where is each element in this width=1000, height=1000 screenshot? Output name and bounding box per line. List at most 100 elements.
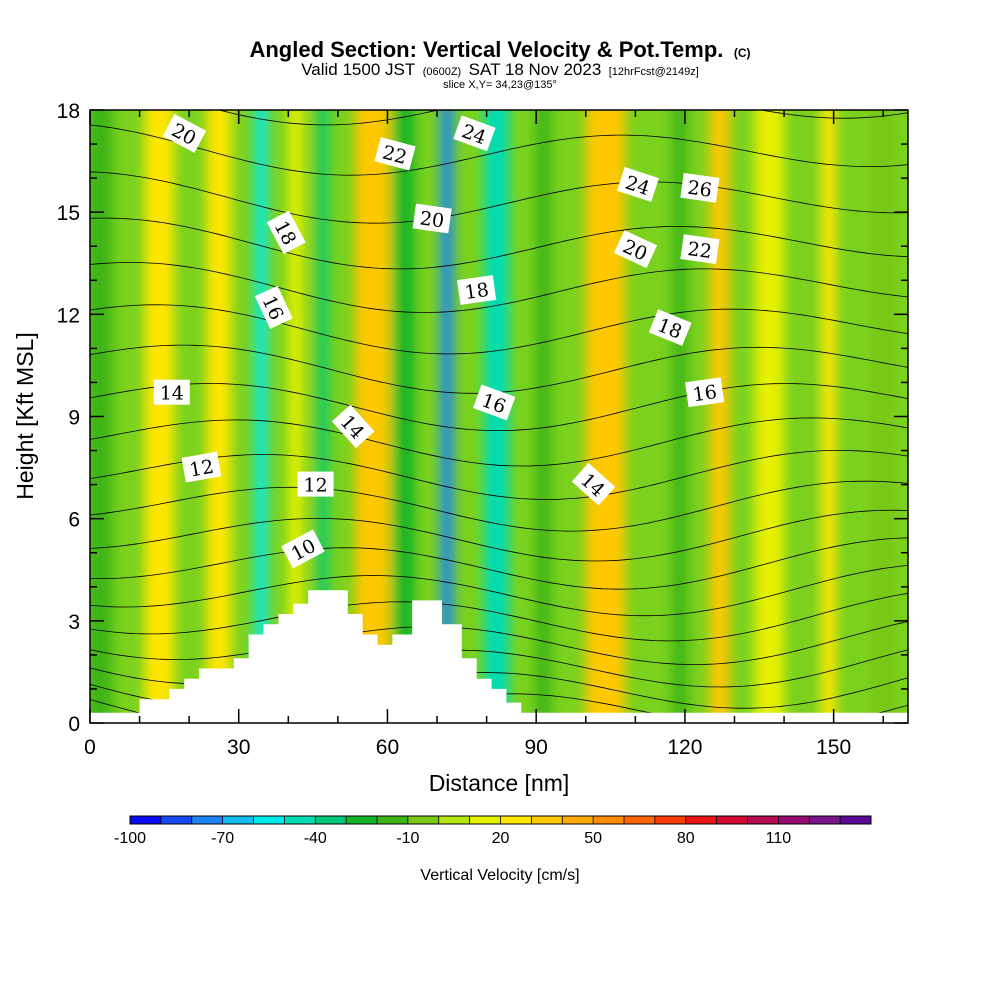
contour-label-box — [453, 115, 496, 152]
chart-subtitle: Valid 1500 JST (0600Z) SAT 18 Nov 2023 [… — [301, 60, 699, 79]
y-tick-label: 12 — [57, 304, 80, 327]
contour-label: 12 — [181, 451, 222, 483]
contour-label: 16 — [685, 377, 725, 408]
theta-contour — [90, 304, 908, 355]
velocity-band — [821, 110, 837, 723]
theta-contour — [90, 480, 908, 532]
colorbar-swatch — [778, 816, 810, 824]
y-tick-label: 0 — [68, 713, 80, 736]
x-tick-label: 30 — [227, 736, 250, 759]
theta-contour — [90, 621, 908, 665]
contour-label-text: 14 — [160, 383, 184, 405]
contour-label-box — [281, 529, 325, 569]
vertical-velocity-field — [90, 110, 896, 723]
colorbar-tick-label: 20 — [492, 830, 510, 847]
colorbar-swatch — [438, 816, 471, 824]
colorbar-swatch — [284, 816, 316, 824]
colorbar-swatch — [716, 816, 748, 824]
contour-label-box — [616, 166, 659, 202]
colorbar-swatch — [840, 816, 872, 824]
contour-label-text: 12 — [188, 456, 216, 482]
y-axis-label: Height [Kft MSL] — [12, 332, 38, 499]
colorbar-swatch — [469, 816, 501, 824]
colorbar-swatch — [562, 816, 594, 824]
contour-label-box — [571, 462, 616, 506]
y-tick-label: 9 — [68, 407, 80, 430]
x-tick-label: 0 — [84, 736, 96, 759]
x-axis-label: Distance [nm] — [429, 770, 570, 796]
colorbar-swatch — [593, 816, 625, 824]
contour-label-box — [685, 377, 725, 408]
slice-info: slice X,Y= 34,23@135° — [443, 79, 557, 91]
contour-label-box — [472, 384, 516, 421]
contour-label-text: 20 — [418, 207, 445, 232]
colorbar-swatch — [500, 816, 532, 824]
x-axis-ticks: 0 30 60 90 120 150 — [84, 110, 884, 759]
contour-label-text: 22 — [686, 238, 713, 263]
colorbar-swatch — [685, 816, 718, 824]
contour-label-text: 16 — [691, 381, 718, 406]
contour-label-box — [181, 451, 222, 483]
theta-contour — [90, 124, 908, 176]
colorbar-tick-label: 50 — [584, 830, 602, 847]
contour-label: 16 — [472, 384, 516, 421]
velocity-band — [144, 110, 175, 723]
contour-label-box — [297, 471, 334, 497]
contour-label-box — [613, 230, 658, 269]
velocity-band — [318, 110, 328, 723]
contour-label: 24 — [453, 115, 496, 152]
colorbar-swatch — [315, 816, 347, 824]
colorbar-tick-label: -70 — [211, 830, 234, 847]
y-tick-label: 3 — [68, 611, 80, 634]
colorbar-swatch — [222, 816, 254, 824]
contour-label-box — [648, 309, 692, 346]
velocity-band — [754, 110, 785, 723]
contour-label-box — [162, 113, 207, 153]
contour-label: 20 — [613, 230, 658, 269]
contour-label-box — [331, 404, 375, 449]
x-tick-label: 150 — [816, 736, 851, 759]
contour-label-box — [457, 275, 497, 305]
velocity-band — [870, 110, 896, 723]
colorbar-swatch — [654, 816, 687, 824]
theta-contour — [90, 217, 908, 270]
contour-label: 16 — [254, 285, 293, 329]
contour-label-box — [412, 203, 452, 234]
theta-contour — [90, 450, 908, 500]
colorbar-tick-label: -10 — [396, 830, 419, 847]
y-tick-label: 15 — [57, 202, 80, 225]
contour-label-box — [680, 172, 720, 203]
theta-contour — [90, 171, 908, 224]
colorbar-labels: -100 -70 -40 -10 20 50 80 110 — [114, 830, 791, 847]
theta-contour — [90, 262, 908, 313]
plot-area — [90, 110, 908, 723]
theta-contour — [90, 417, 908, 467]
colorbar-title: Vertical Velocity [cm/s] — [420, 867, 579, 884]
velocity-band — [440, 110, 454, 723]
colorbar-swatch — [160, 816, 193, 824]
velocity-band — [206, 110, 232, 723]
colorbar-tick-label: -100 — [114, 830, 146, 847]
x-tick-label: 120 — [667, 736, 702, 759]
contour-label: 12 — [297, 471, 334, 497]
contour-label: 24 — [616, 166, 659, 202]
colorbar-tick-label: 80 — [677, 830, 695, 847]
contour-label: 26 — [680, 172, 720, 203]
colorbar-swatch — [624, 816, 656, 824]
velocity-band — [672, 110, 688, 723]
x-tick-label: 60 — [376, 736, 399, 759]
y-tick-label: 6 — [68, 509, 80, 532]
colorbar-swatch — [253, 816, 285, 824]
colorbar-swatch — [346, 816, 378, 824]
colorbar-tick-label: 110 — [766, 830, 792, 847]
contour-label: 22 — [680, 234, 720, 264]
contour-label-box — [266, 210, 306, 255]
y-tick-label: 18 — [57, 100, 80, 123]
colorbar-swatch — [747, 816, 779, 824]
contour-label-box — [374, 137, 416, 171]
chart-title: Angled Section: Vertical Velocity & Pot.… — [249, 37, 750, 62]
colorbar-swatch — [809, 816, 841, 824]
theta-contour — [90, 537, 908, 590]
colorbar-swatch — [407, 816, 440, 824]
